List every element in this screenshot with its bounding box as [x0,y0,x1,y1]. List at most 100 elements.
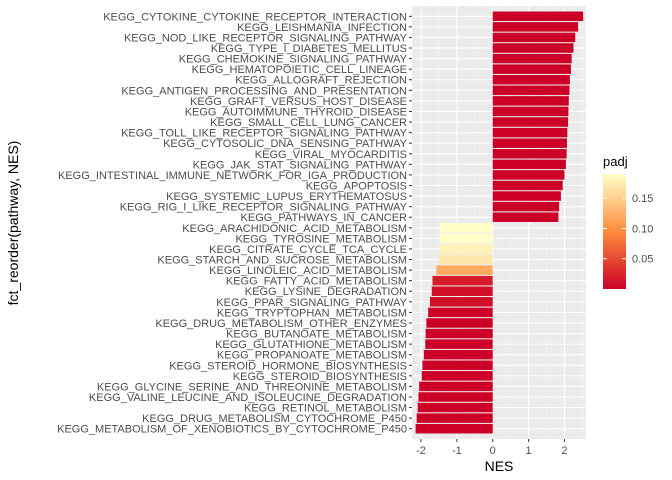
y-tick-label: KEGG_STEROID_BIOSYNTHESIS [233,371,407,383]
bar [492,159,566,170]
y-tick-label: KEGG_LYSINE_DEGRADATION [245,286,407,298]
bar [492,180,563,191]
legend-tick-label: 0.15 [632,193,653,205]
legend-ticks: 0.05 0.10 0.15 [603,193,653,266]
y-tick-label: KEGG_ANTIGEN_PROCESSING_AND_PRESENTATION [121,85,407,97]
bar [492,32,576,43]
legend-tick-label: 0.05 [632,254,653,266]
y-tick-label: KEGG_METABOLISM_OF_XENOBIOTICS_BY_CYTOCH… [57,424,407,436]
x-tick-labels: -2 -1 0 1 2 [416,445,567,457]
y-tick-label: KEGG_RETINOL_METABOLISM [244,403,407,415]
bar [439,244,493,254]
y-tick-marks [409,15,412,430]
y-tick-label: KEGG_PATHWAYS_IN_CANCER [241,212,408,224]
bar [416,413,493,423]
bar [492,138,567,148]
bar [438,254,493,265]
y-tick-label: KEGG_FATTY_ACID_METABOLISM [226,276,407,288]
bar [417,402,493,413]
bar [492,96,569,106]
bar [492,11,584,22]
bar [419,381,493,392]
x-tick-label: 1 [526,445,532,457]
bar [428,307,493,318]
bar [425,328,493,339]
bar [422,360,493,371]
y-tick-labels: KEGG_CYTOKINE_CYTOKINE_RECEPTOR_INTERACT… [57,11,408,435]
bar [425,339,493,349]
bar [421,371,493,381]
bar [492,53,572,64]
y-tick-label: KEGG_VIRAL_MYOCARDITIS [255,149,407,161]
y-tick-label: KEGG_LEISHMANIA_INFECTION [237,22,407,34]
bar [415,423,493,434]
bar [492,117,569,127]
legend-title: padj [603,154,628,169]
y-tick-label: KEGG_CYTOSOLIC_DNA_SENSING_PATHWAY [163,138,408,150]
y-tick-label: KEGG_JAK_STAT_SIGNALING_PATHWAY [193,159,408,171]
y-tick-label: KEGG_SYSTEMIC_LUPUS_ERYTHEMATOSUS [166,191,407,203]
bar [492,201,560,212]
x-tick-label: 0 [490,445,496,457]
bar [492,170,565,180]
bar [423,349,493,360]
y-tick-label: KEGG_DRUG_METABOLISM_CYTOCHROME_P450 [142,413,407,425]
y-tick-label: KEGG_HEMATOPOIETIC_CELL_LINEAGE [192,64,407,76]
y-tick-label: KEGG_GRAFT_VERSUS_HOST_DISEASE [190,96,407,108]
x-tick-label: -1 [452,445,462,457]
y-axis-title: fct_reorder(pathway, NES) [5,141,21,306]
bar [492,191,561,201]
bar [426,318,493,328]
bar [492,43,574,53]
bar [492,22,579,32]
y-tick-label: KEGG_AUTOIMMUNE_THYROID_DISEASE [185,106,407,118]
y-tick-label: KEGG_CHEMOKINE_SIGNALING_PATHWAY [179,54,408,66]
bar [492,85,570,96]
bar [492,74,570,85]
y-tick-label: KEGG_BUTANOATE_METABOLISM [226,329,407,341]
y-tick-label: KEGG_CYTOKINE_CYTOKINE_RECEPTOR_INTERACT… [103,11,407,23]
y-tick-label: KEGG_INTESTINAL_IMMUNE_NETWORK_FOR_IGA_P… [58,170,407,182]
x-tick-label: 2 [561,445,567,457]
y-tick-label: KEGG_CITRATE_CYCLE_TCA_CYCLE [209,244,407,256]
bar [431,286,493,296]
bar [440,223,493,233]
y-tick-label: KEGG_STEROID_HORMONE_BIOSYNTHESIS [169,360,407,372]
x-tick-label: -2 [416,445,426,457]
y-tick-label: KEGG_RIG_I_LIKE_RECEPTOR_SIGNALING_PATHW… [120,202,408,214]
y-tick-label: KEGG_DRUG_METABOLISM_OTHER_ENZYMES [155,318,407,330]
bar [492,212,559,222]
y-tick-label: KEGG_TRYPTOPHAN_METABOLISM [217,307,407,319]
bar [436,265,493,275]
legend-tick-label: 0.10 [632,223,653,235]
bar [439,233,493,244]
bar [418,392,493,402]
y-tick-label: KEGG_SMALL_CELL_LUNG_CANCER [210,117,407,129]
y-tick-label: KEGG_PPAR_SIGNALING_PATHWAY [216,297,407,309]
bar [492,64,571,74]
x-tick-marks [420,439,565,442]
y-tick-label: KEGG_PROPANOATE_METABOLISM [217,350,407,362]
y-tick-label: KEGG_VALINE_LEUCINE_AND_ISOLEUCINE_DEGRA… [89,392,407,404]
bar [429,297,493,307]
y-tick-label: KEGG_NOD_LIKE_RECEPTOR_SIGNALING_PATHWAY [124,32,408,44]
y-tick-label: KEGG_APOPTOSIS [306,180,407,192]
legend-colorbar [603,174,626,289]
y-tick-label: KEGG_ALLOGRAFT_REJECTION [235,75,407,87]
y-tick-label: KEGG_TOLL_LIKE_RECEPTOR_SIGNALING_PATHWA… [121,128,408,140]
bar [492,149,567,159]
x-axis-title: NES [485,458,514,474]
bar-series [415,11,584,434]
y-tick-label: KEGG_STARCH_AND_SUCROSE_METABOLISM [157,255,407,267]
padj-legend: padj 0.05 0.10 0.15 [603,154,653,289]
y-tick-label: KEGG_LINOLEIC_ACID_METABOLISM [209,265,407,277]
bar [432,275,493,286]
bar [492,127,568,138]
y-tick-label: KEGG_TYPE_I_DIABETES_MELLITUS [211,43,407,55]
bar [492,106,569,117]
y-tick-label: KEGG_TYROSINE_METABOLISM [235,233,407,245]
y-tick-label: KEGG_GLUTATHIONE_METABOLISM [215,339,407,351]
y-tick-label: KEGG_ARACHIDONIC_ACID_METABOLISM [182,223,407,235]
y-tick-label: KEGG_GLYCINE_SERINE_AND_THREONINE_METABO… [97,381,407,393]
